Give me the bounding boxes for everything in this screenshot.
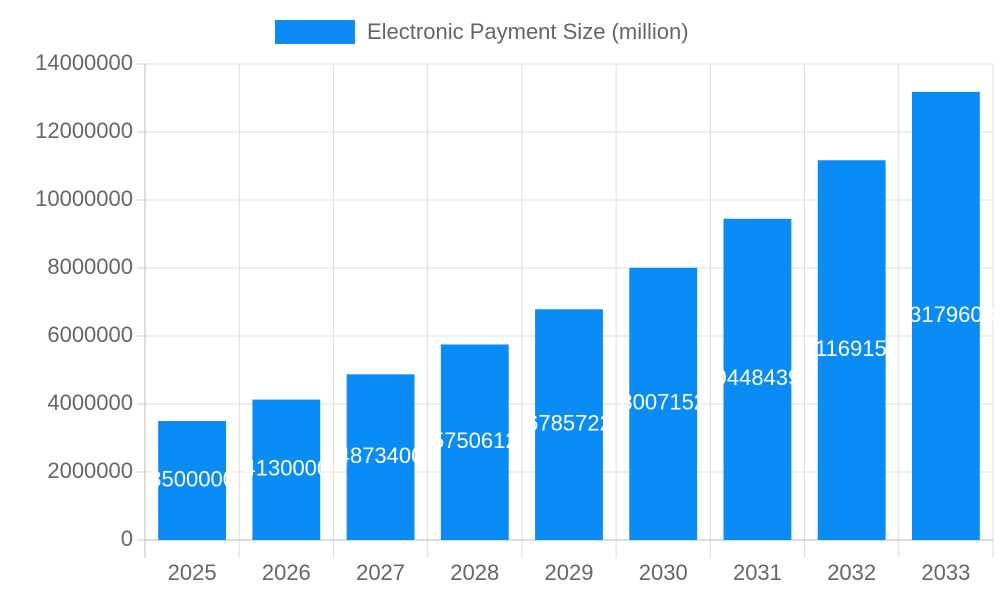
y-tick-label: 8000000 bbox=[47, 254, 133, 279]
x-tick-label: 2026 bbox=[262, 560, 311, 585]
x-tick-label: 2027 bbox=[356, 560, 405, 585]
bar bbox=[629, 267, 698, 540]
bar bbox=[535, 309, 603, 540]
data-label: 4873400 bbox=[338, 443, 424, 468]
y-tick-label: 14000000 bbox=[35, 50, 133, 75]
y-tick-label: 6000000 bbox=[47, 322, 133, 347]
data-label: 3500000 bbox=[149, 466, 235, 491]
data-label: 9448439 bbox=[715, 365, 801, 390]
x-tick-label: 2025 bbox=[168, 560, 217, 585]
legend-swatch bbox=[275, 20, 355, 44]
bar bbox=[346, 374, 415, 540]
x-tick-label: 2030 bbox=[639, 560, 688, 585]
data-label: 11169155 bbox=[804, 336, 899, 361]
x-tick-label: 2031 bbox=[733, 560, 782, 585]
legend-label: Electronic Payment Size (million) bbox=[367, 19, 689, 44]
y-tick-label: 10000000 bbox=[35, 186, 133, 211]
y-tick-label: 0 bbox=[121, 526, 133, 551]
y-tick-label: 2000000 bbox=[47, 458, 133, 483]
x-tick-label: 2032 bbox=[827, 560, 876, 585]
data-label: 5750612 bbox=[432, 428, 518, 453]
bar bbox=[723, 218, 792, 541]
bar bbox=[158, 421, 227, 540]
data-label: 4130000 bbox=[244, 456, 330, 481]
bar bbox=[817, 160, 886, 541]
x-tick-label: 2028 bbox=[450, 560, 499, 585]
data-label: 6785722 bbox=[526, 410, 612, 435]
x-tick-label: 2029 bbox=[545, 560, 594, 585]
data-label: 8007152 bbox=[620, 390, 706, 415]
y-tick-label: 12000000 bbox=[35, 118, 133, 143]
x-tick-label: 2033 bbox=[921, 560, 970, 585]
bar bbox=[252, 399, 321, 540]
bar bbox=[911, 91, 980, 541]
bar bbox=[440, 344, 509, 540]
y-tick-label: 4000000 bbox=[47, 390, 133, 415]
data-label: 13179603 bbox=[897, 302, 995, 327]
